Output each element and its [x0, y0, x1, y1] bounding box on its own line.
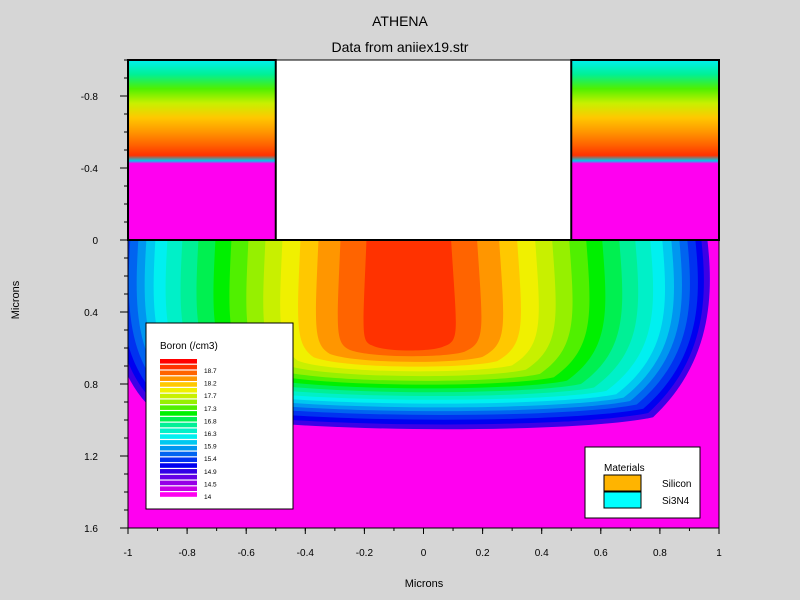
nitride-block: [571, 60, 719, 240]
boron-legend-label: 17.3: [204, 406, 217, 413]
x-tick-label: -1: [124, 548, 133, 559]
boron-legend-label: 14: [204, 494, 212, 501]
y-tick-label: -0.4: [81, 164, 99, 175]
y-tick-label: 1.6: [84, 524, 98, 535]
boron-legend-swatch: [160, 416, 197, 422]
boron-legend-swatch: [160, 376, 197, 381]
boron-legend-swatch: [160, 370, 197, 376]
materials-legend-swatch: [603, 491, 642, 509]
y-tick-label: 0: [92, 236, 98, 247]
y-tick-label: 0.8: [84, 380, 98, 391]
boron-legend-swatch: [160, 480, 197, 486]
boron-legend-swatch: [160, 463, 197, 468]
x-tick-label: 0.2: [476, 548, 490, 559]
boron-legend-title: Boron (/cm3): [160, 341, 218, 352]
boron-legend-swatch: [160, 422, 197, 428]
boron-legend-label: 18.2: [204, 381, 217, 388]
boron-peak: [380, 335, 437, 343]
boron-legend-swatch: [160, 387, 197, 393]
x-axis-label: Microns: [404, 578, 444, 590]
x-tick-label: -0.4: [297, 548, 315, 559]
boron-legend-label: 14.5: [204, 481, 217, 488]
y-tick-label: -0.8: [81, 92, 99, 103]
boron-legend-label: 15.9: [204, 444, 217, 451]
boron-legend-swatch: [160, 445, 197, 451]
materials-legend-swatch: [603, 474, 642, 492]
x-tick-label: -0.6: [238, 548, 256, 559]
boron-legend-swatch: [160, 359, 197, 364]
x-tick-label: 0.4: [535, 548, 549, 559]
x-tick-label: 0.8: [653, 548, 667, 559]
boron-contour-band: [363, 240, 456, 351]
y-tick-label: 0.4: [84, 308, 98, 319]
y-tick-label: 1.2: [84, 452, 98, 463]
materials-legend-label: Si3N4: [662, 496, 690, 507]
chart-title: ATHENA: [372, 13, 428, 29]
materials-legend-label: Silicon: [662, 479, 691, 490]
boron-legend-label: 15.4: [204, 456, 217, 463]
x-tick-label: 0.6: [594, 548, 608, 559]
boron-legend-swatch: [160, 411, 197, 416]
boron-legend-swatch: [160, 469, 197, 474]
boron-legend-swatch: [160, 382, 197, 387]
boron-legend-swatch: [160, 393, 197, 399]
chart-subtitle: Data from aniiex19.str: [331, 39, 469, 55]
nitride-block: [128, 60, 276, 240]
boron-legend-swatch: [160, 457, 197, 463]
x-tick-label: 1: [716, 548, 722, 559]
boron-legend-label: 14.9: [204, 469, 217, 476]
boron-legend-swatch: [160, 428, 197, 434]
boron-legend-label: 16.3: [204, 431, 217, 438]
boron-legend-swatch: [160, 399, 197, 405]
x-tick-label: -0.2: [356, 548, 374, 559]
x-tick-label: -0.8: [178, 548, 196, 559]
x-tick-label: 0: [421, 548, 427, 559]
boron-legend-swatch: [160, 405, 197, 410]
boron-legend-label: 16.8: [204, 418, 217, 425]
materials-legend-title: Materials: [604, 463, 645, 474]
boron-legend-label: 17.7: [204, 393, 217, 400]
boron-legend-swatch: [160, 486, 197, 492]
boron-legend-label: 18.7: [204, 368, 217, 375]
boron-legend-swatch: [160, 492, 197, 497]
boron-legend-swatch: [160, 440, 197, 445]
boron-legend-swatch: [160, 451, 197, 457]
boron-legend-swatch: [160, 364, 197, 370]
boron-legend-swatch: [160, 474, 197, 480]
boron-legend-swatch: [160, 434, 197, 439]
